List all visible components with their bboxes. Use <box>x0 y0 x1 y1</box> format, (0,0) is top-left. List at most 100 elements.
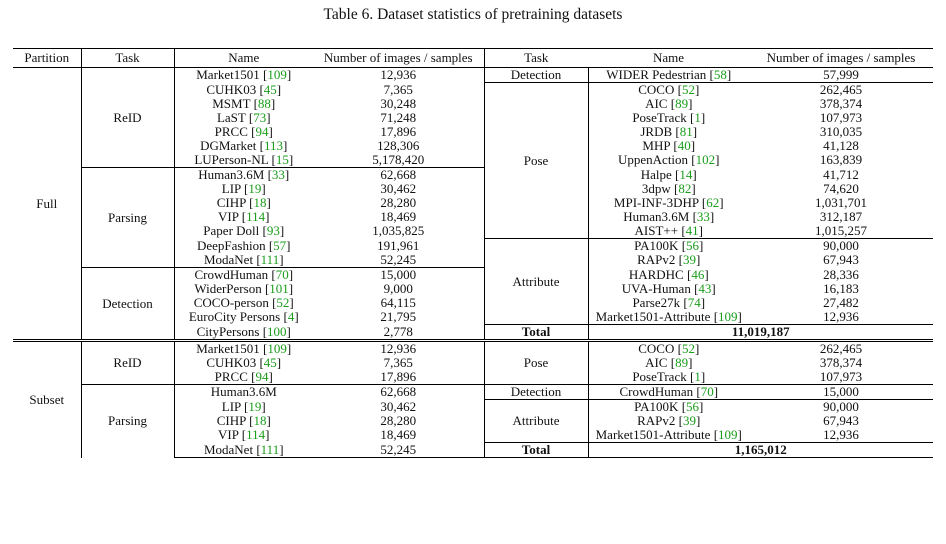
citation-link: 1 <box>694 370 701 384</box>
dataset-count: 30,462 <box>313 182 485 196</box>
citation-link: 70 <box>700 384 714 399</box>
task-cell-right: Pose <box>484 82 589 239</box>
table-row: CIHP [18] 28,280 RAPv2 [39] 67,943 <box>13 414 933 428</box>
dataset-count: 262,465 <box>749 339 933 356</box>
dataset-name: UVA-Human [43] <box>621 282 716 296</box>
table-body: Full ReID Market1501 [109] 12,936 Detection W… <box>13 67 933 458</box>
dataset-count: 163,839 <box>819 153 863 168</box>
dataset-name-text: Human3.6M <box>623 210 690 224</box>
citation-link: 52 <box>681 82 695 97</box>
table-row: DGMarket [113] 128,306 MHP [40] 41,128 <box>13 139 933 153</box>
citation-link: 15 <box>275 153 289 167</box>
citation-link: 14 <box>679 167 693 182</box>
dataset-name-text: Parse27k <box>632 296 681 310</box>
table-row: PRCC [94] 17,896 JRDB [81] 310,035 <box>13 125 933 139</box>
dataset-name: VIP [114] <box>218 428 270 443</box>
dataset-name: COCO [52] <box>588 339 749 356</box>
citation-link: 109 <box>267 341 287 356</box>
citation-link: 52 <box>276 296 290 310</box>
dataset-name-text: PoseTrack <box>632 111 687 125</box>
dataset-name-text: CIHP <box>216 196 246 210</box>
table-row: CUHK03 [45] 7,365 AIC [89] 378,374 <box>13 356 933 370</box>
dataset-name: Halpe [14] <box>640 167 697 182</box>
dataset-count: 28,280 <box>313 196 485 210</box>
citation-link: 70 <box>275 267 289 282</box>
dataset-name-text: RAPv2 <box>637 253 676 268</box>
task-cell: Parsing <box>81 167 175 268</box>
dataset-name: CIHP [18] <box>216 196 271 210</box>
dataset-name-text: JRDB <box>640 125 673 139</box>
dataset-count: 128,306 <box>313 139 485 153</box>
table-row: PRCC [94] 17,896 PoseTrack [1] 107,973 <box>13 370 933 385</box>
citation-link: 74 <box>687 296 701 310</box>
dataset-name: Market1501-Attribute [109] <box>595 428 742 442</box>
dataset-name-text: PoseTrack <box>632 370 687 384</box>
dataset-count: 67,943 <box>823 414 859 428</box>
dataset-name: CIHP [18] <box>216 414 271 428</box>
dataset-name: Market1501 [109] <box>174 339 313 356</box>
citation-link: 109 <box>718 310 738 324</box>
citation-link: 19 <box>248 399 262 414</box>
dataset-name-text: EuroCity Persons <box>188 310 281 325</box>
dataset-count: 90,000 <box>749 399 933 414</box>
task-cell-right: Attribute <box>484 399 589 443</box>
dataset-count: 15,000 <box>313 267 485 282</box>
dataset-count: 28,280 <box>313 414 485 428</box>
citation-link: 43 <box>698 282 712 296</box>
dataset-count: 67,943 <box>823 253 859 268</box>
dataset-name-text: PRCC <box>214 125 248 139</box>
dataset-name: PA100K [56] <box>588 238 749 253</box>
citation-link: 88 <box>257 97 271 111</box>
dataset-name-text: VIP <box>218 428 239 443</box>
citation-link: 41 <box>685 224 699 238</box>
dataset-count: 378,374 <box>819 356 863 370</box>
dataset-name: LIP [19] <box>221 182 266 196</box>
dataset-name-text: LaST <box>216 111 246 125</box>
citation-link: 102 <box>695 153 716 168</box>
citation-link: 57 <box>273 238 287 253</box>
partition-cell: Full <box>13 67 82 341</box>
table-row: LUPerson-NL [15] 5,178,420 UppenAction [10… <box>13 153 933 168</box>
citation-link: 19 <box>248 182 262 196</box>
table-caption: Table 6. Dataset statistics of pretraini… <box>323 6 623 23</box>
dataset-name: Paper Doll [93] <box>203 224 285 239</box>
dataset-name: JRDB [81] <box>640 125 698 139</box>
dataset-count: 57,999 <box>823 67 859 82</box>
citation-link: 1 <box>694 111 701 125</box>
citation-link: 73 <box>253 111 267 125</box>
dataset-name: EuroCity Persons [4] <box>188 310 299 325</box>
dataset-name: WIDER Pedestrian [58] <box>606 67 732 82</box>
table-row: LaST [73] 71,248 PoseTrack [1] 107,973 <box>13 111 933 125</box>
total-label: Total <box>484 324 589 341</box>
citation-link: 58 <box>713 67 727 82</box>
dataset-name-text: MSMT <box>212 97 251 111</box>
dataset-name-text: DeepFashion <box>196 238 266 253</box>
dataset-name: HARDHC [46] <box>628 267 709 282</box>
table-row: COCO-person [52] 64,115 Parse27k [74] 27,48… <box>13 296 933 310</box>
citation-link: 94 <box>255 125 269 139</box>
dataset-name-text: COCO <box>638 82 675 97</box>
dataset-count: 9,000 <box>313 282 485 296</box>
dataset-name-text: WiderPerson <box>194 282 262 296</box>
citation-link: 18 <box>253 414 267 428</box>
header-number: Number of images / samples <box>313 48 485 68</box>
citation-link: 62 <box>706 196 720 210</box>
dataset-name: PA100K [56] <box>588 399 749 414</box>
task-cell: Parsing <box>81 384 175 458</box>
citation-link: 40 <box>677 139 691 153</box>
dataset-name: ModaNet [111] <box>203 253 284 267</box>
table-row: Paper Doll [93] 1,035,825 AIST++ [41] 1,015… <box>13 224 933 239</box>
header-task-right: Task <box>524 50 549 65</box>
table-row: VIP [114] 18,469 Human3.6M [33] 312,187 <box>13 210 933 224</box>
citation-link: 114 <box>246 210 266 224</box>
dataset-count: 191,961 <box>313 238 485 253</box>
dataset-name-text: ModaNet <box>203 253 254 267</box>
dataset-count: 52,245 <box>313 253 485 268</box>
table-row: CUHK03 [45] 7,365 Pose COCO [52] 262,465 <box>13 82 933 239</box>
dataset-count: 62,668 <box>313 167 485 182</box>
citation-link: 89 <box>675 97 689 111</box>
dataset-name: ModaNet [111] <box>174 442 313 458</box>
dataset-count: 7,365 <box>313 356 485 370</box>
dataset-count: 12,936 <box>823 310 859 324</box>
dataset-name-text: VIP <box>218 210 239 224</box>
